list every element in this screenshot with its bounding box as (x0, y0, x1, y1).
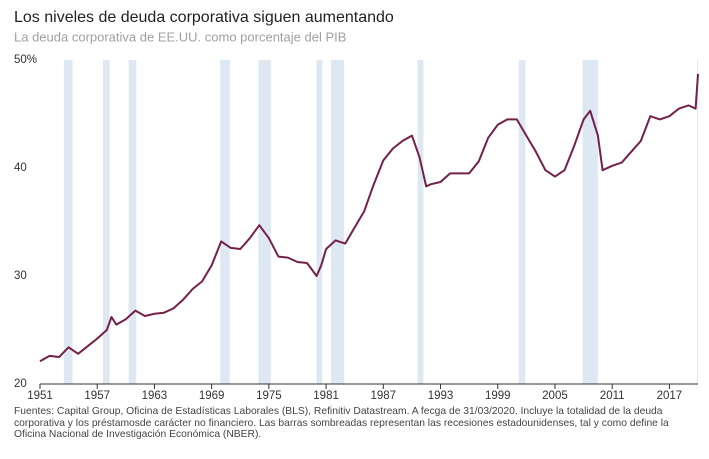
x-tick-label: 1987 (371, 390, 397, 402)
recession-band (316, 60, 323, 384)
recession-band (330, 60, 345, 384)
x-tick-label: 1951 (27, 390, 53, 402)
y-tick-label: 30 (14, 270, 27, 282)
x-tick-label: 2017 (657, 390, 683, 402)
y-tick-label: 50% (14, 54, 37, 66)
x-tick-label: 1993 (428, 390, 454, 402)
data-line (39, 73, 699, 363)
recession-band (63, 60, 73, 384)
x-tick-label: 1957 (84, 390, 110, 402)
recession-band (128, 60, 137, 384)
recession-band (258, 60, 271, 384)
recession-band (582, 60, 598, 384)
recession-band (417, 60, 424, 384)
recession-band (102, 60, 110, 384)
y-tick-label: 20 (14, 378, 27, 390)
y-tick-label: 40 (14, 162, 27, 174)
x-tick-label: 2005 (542, 390, 568, 402)
x-tick-label: 1975 (256, 390, 282, 402)
x-tick-label: 1963 (142, 390, 168, 402)
x-tick-label: 1981 (313, 390, 339, 402)
x-tick-label: 1969 (199, 390, 225, 402)
recession-band (518, 60, 526, 384)
chart-subtitle: La deuda corporativa de EE.UU. como porc… (14, 29, 346, 44)
x-tick-label: 1999 (485, 390, 511, 402)
recession-band (220, 60, 230, 384)
source-note: Fuentes: Capital Group, Oficina de Estad… (14, 406, 669, 440)
chart-title: Los niveles de deuda corporativa siguen … (14, 9, 394, 26)
chart: Los niveles de deuda corporativa siguen … (14, 9, 699, 402)
x-tick-label: 2011 (600, 390, 625, 402)
recession-band (697, 60, 699, 384)
